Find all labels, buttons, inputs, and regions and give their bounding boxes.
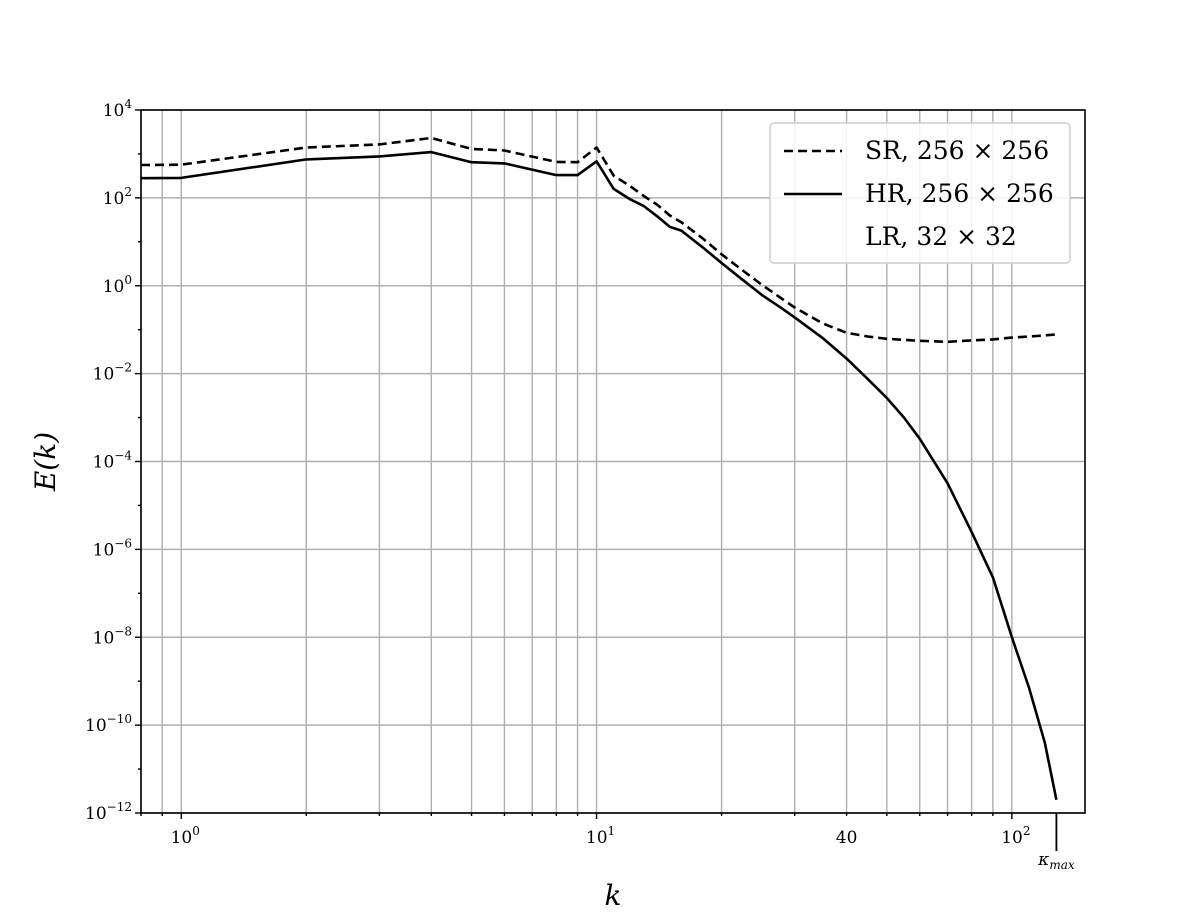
tick-label: 100: [171, 824, 200, 848]
tick-label: 10−6: [93, 536, 132, 560]
tick-label: 102: [1001, 824, 1030, 848]
tick-label: 102: [103, 185, 132, 209]
tick-layer: 104 102 100 10−2 10−4 10−6 10−8 10−10 10−12 100 10…: [85, 97, 1030, 848]
series-line: [140, 150, 1058, 801]
series-line: [140, 136, 1057, 344]
legend: SR, 256 × 256 HR, 256 × 256 LR, 32 × 32: [769, 122, 1071, 264]
tick-label: 101: [586, 824, 615, 848]
tick-label: 10−8: [93, 624, 132, 648]
tick-label: 10−10: [85, 712, 132, 736]
legend-entry: HR, 256 × 256: [865, 179, 1054, 208]
x-axis-label: k: [605, 879, 622, 912]
tick-label: 10−2: [93, 361, 132, 385]
tick-label: 104: [103, 97, 133, 121]
series-layer: [140, 136, 1058, 801]
tick-label: 100: [103, 273, 132, 297]
kmax-label: κmax: [1037, 850, 1075, 872]
legend-entry: LR, 32 × 32: [865, 222, 1017, 251]
legend-box: [769, 122, 1071, 264]
legend-entry: SR, 256 × 256: [865, 136, 1049, 165]
tick-label: 40: [836, 828, 858, 848]
y-axis-label: E(k): [29, 432, 62, 492]
kmax-marker: κmax: [1037, 813, 1075, 872]
tick-label: 10−4: [93, 449, 133, 473]
tick-label: 10−12: [85, 800, 132, 824]
